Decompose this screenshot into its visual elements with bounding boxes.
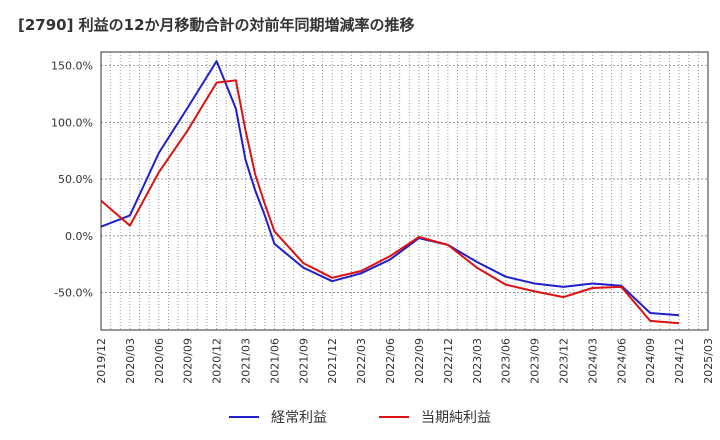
x-tick-label: 2020/12 — [211, 338, 224, 384]
x-tick-label: 2022/06 — [384, 338, 397, 384]
x-tick-label: 2020/09 — [182, 338, 195, 384]
x-tick-label: 2021/12 — [326, 338, 339, 384]
x-tick-label: 2019/12 — [95, 338, 108, 384]
x-tick-label: 2024/12 — [673, 338, 686, 384]
x-tick-label: 2023/06 — [500, 338, 513, 384]
legend: 経常利益 当期純利益 — [0, 407, 720, 427]
x-tick-label: 2023/12 — [557, 338, 570, 384]
x-tick-label: 2025/03 — [702, 338, 715, 384]
y-tick-label: 50.0% — [58, 173, 93, 186]
y-tick-label: -50.0% — [54, 287, 93, 300]
chart-title: [2790] 利益の12か月移動合計の対前年同期増減率の推移 — [18, 16, 415, 34]
legend-label-keijo: 経常利益 — [271, 410, 327, 426]
x-tick-label: 2023/03 — [471, 338, 484, 384]
legend-swatch-keijo — [229, 416, 259, 418]
x-tick-label: 2022/12 — [442, 338, 455, 384]
x-tick-label: 2022/09 — [413, 338, 426, 384]
horizontal-grid — [101, 65, 708, 293]
x-tick-label: 2021/06 — [268, 338, 281, 384]
legend-item-junri: 当期純利益 — [379, 407, 491, 427]
y-axis-labels: 150.0% 100.0% 50.0% 0.0% -50.0% — [51, 60, 93, 300]
legend-swatch-junri — [379, 416, 409, 418]
x-tick-label: 2020/06 — [153, 338, 166, 384]
x-axis-labels: 2019/12 2020/03 2020/06 2020/09 2020/12 2021/… — [95, 338, 715, 384]
y-tick-label: 150.0% — [51, 60, 93, 73]
x-tick-label: 2021/09 — [297, 338, 310, 384]
series-line-1 — [100, 79, 680, 325]
legend-label-junri: 当期純利益 — [421, 410, 491, 426]
x-tick-label: 2024/03 — [586, 338, 599, 384]
x-tick-label: 2024/06 — [615, 338, 628, 384]
series-line-0 — [100, 60, 680, 317]
plot-area — [101, 52, 708, 330]
x-tick-label: 2023/09 — [529, 338, 542, 384]
series-lines — [100, 60, 680, 325]
y-tick-label: 100.0% — [51, 116, 93, 129]
x-tick-label: 2024/09 — [644, 338, 657, 384]
x-tick-label: 2021/03 — [240, 338, 253, 384]
x-tick-label: 2022/03 — [355, 338, 368, 384]
y-tick-label: 0.0% — [65, 230, 93, 243]
plot-border — [100, 51, 709, 331]
legend-item-keijo: 経常利益 — [229, 407, 327, 427]
vertical-grid — [110, 52, 699, 330]
x-tick-label: 2020/03 — [124, 338, 137, 384]
